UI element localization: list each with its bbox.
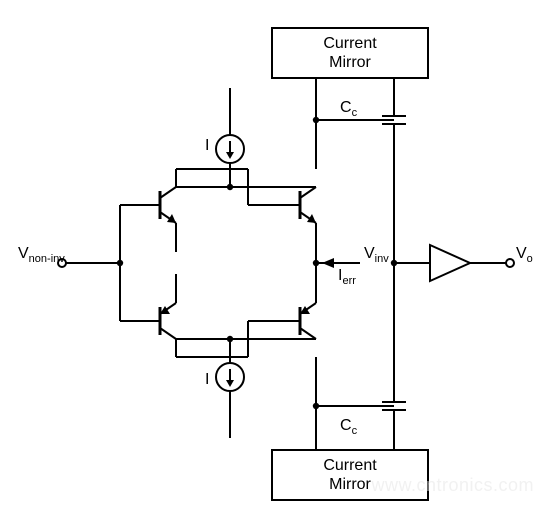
svg-text:Ierr: Ierr bbox=[338, 267, 356, 287]
mirror-top-line2: Mirror bbox=[329, 54, 371, 71]
label-cc-top-sub: c bbox=[352, 107, 358, 119]
current-source-bottom bbox=[216, 363, 244, 391]
svg-text:Cc: Cc bbox=[340, 99, 358, 119]
label-ierr-sub: err bbox=[342, 275, 356, 287]
mirror-bot-line2: Mirror bbox=[329, 476, 371, 493]
label-cc-bot: C bbox=[340, 417, 352, 434]
svg-text:Vo: Vo bbox=[516, 245, 533, 265]
label-vinv-sub: inv bbox=[375, 253, 390, 265]
svg-text:Cc: Cc bbox=[340, 417, 358, 437]
label-cc-bot-sub: c bbox=[352, 425, 358, 437]
node-dot bbox=[227, 336, 233, 342]
current-mirror-bottom: Current Mirror bbox=[272, 450, 428, 500]
svg-text:Vinv: Vinv bbox=[364, 245, 389, 265]
node-dot bbox=[391, 260, 397, 266]
transistor-pnp-right-bottom bbox=[286, 303, 316, 339]
svg-text:Vnon-inv: Vnon-inv bbox=[18, 245, 65, 265]
node-dot bbox=[117, 260, 123, 266]
current-source-top bbox=[216, 135, 244, 163]
label-vinv: V bbox=[364, 245, 375, 262]
label-vnoninv-sub: non-inv bbox=[29, 253, 66, 265]
label-i-bottom: I bbox=[205, 371, 209, 388]
circuit-diagram: Current Mirror Current Mirror bbox=[0, 0, 548, 526]
transistor-npn-right-top bbox=[286, 187, 316, 223]
label-i-top: I bbox=[205, 137, 209, 154]
label-cc-top: C bbox=[340, 99, 352, 116]
current-mirror-top: Current Mirror bbox=[272, 28, 428, 78]
node-dot bbox=[313, 403, 319, 409]
mirror-bot-line1: Current bbox=[323, 457, 377, 474]
output-buffer bbox=[430, 245, 470, 281]
node-dot bbox=[313, 260, 319, 266]
mirror-top-line1: Current bbox=[323, 35, 377, 52]
label-vo: V bbox=[516, 245, 527, 262]
transistor-npn-left-top bbox=[146, 187, 176, 223]
node-dot bbox=[313, 117, 319, 123]
label-vo-sub: o bbox=[527, 253, 533, 265]
node-dot bbox=[227, 184, 233, 190]
transistor-pnp-left-bottom bbox=[146, 303, 176, 339]
terminal-vo bbox=[506, 259, 514, 267]
label-vnoninv: V bbox=[18, 245, 29, 262]
ierr-arrow-icon bbox=[322, 258, 334, 268]
